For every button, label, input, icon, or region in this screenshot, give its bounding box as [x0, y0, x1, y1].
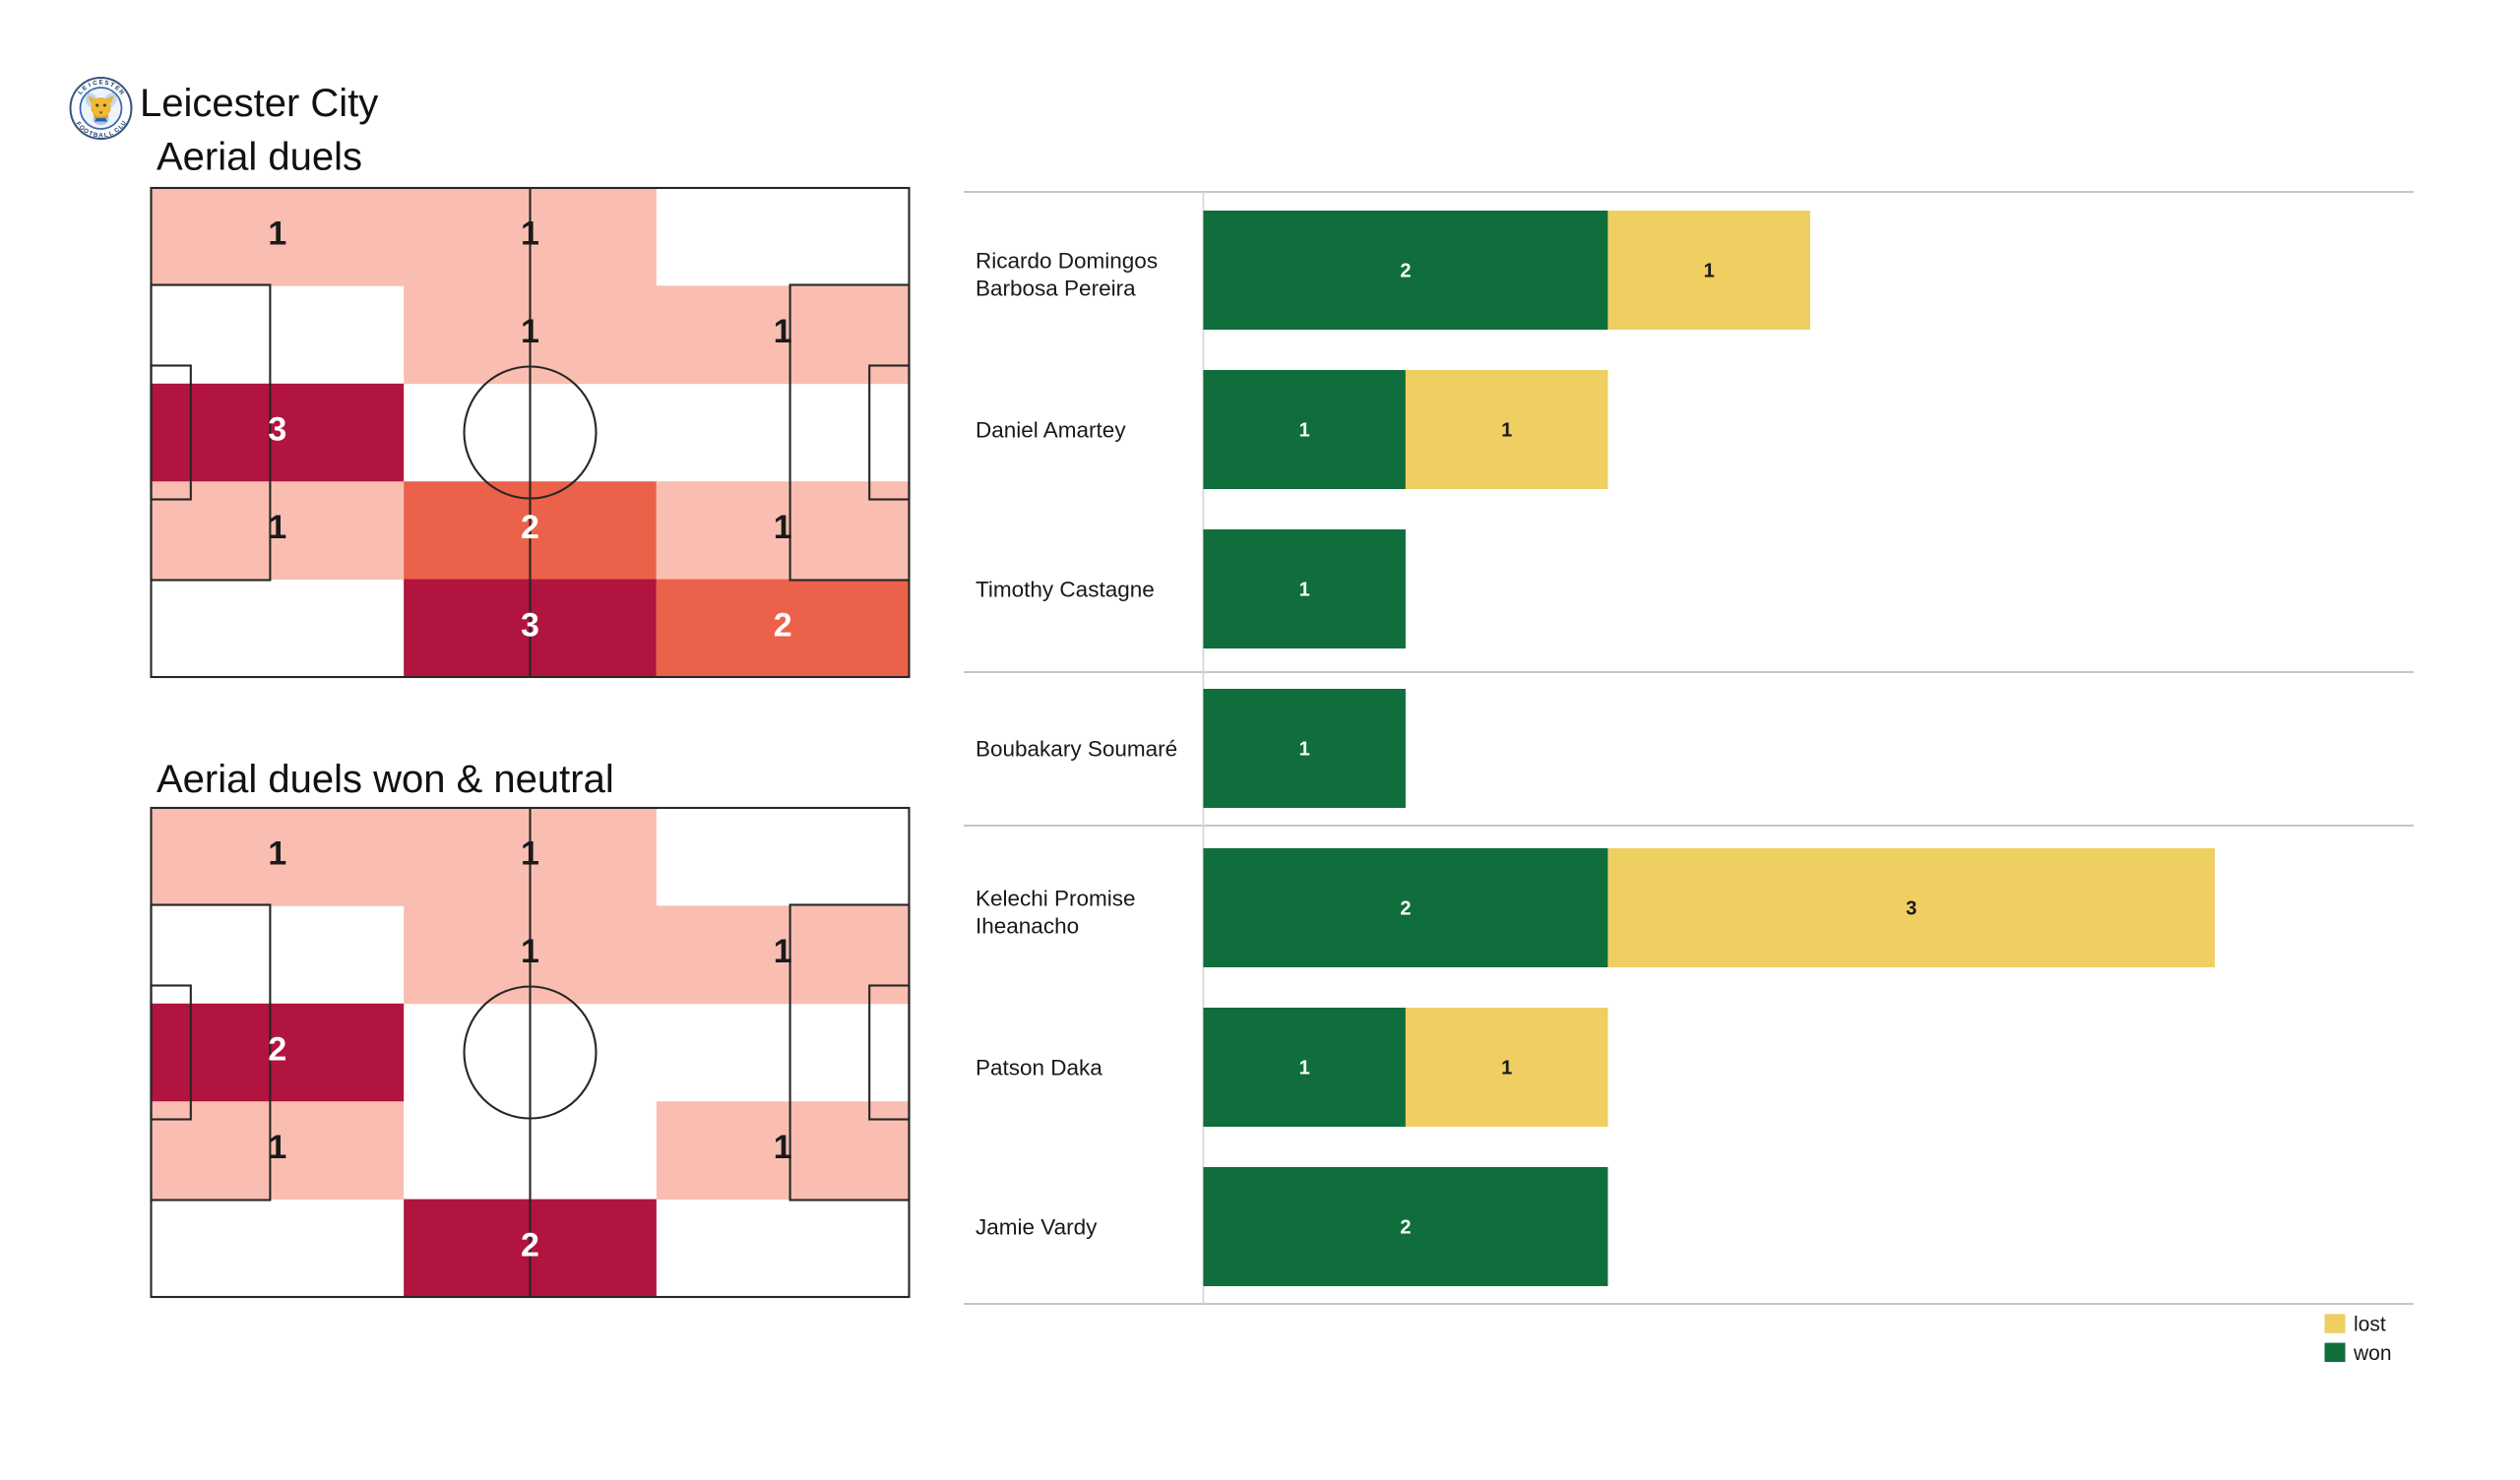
- svg-text:E: E: [81, 85, 89, 92]
- svg-text:Iheanacho: Iheanacho: [976, 914, 1079, 939]
- svg-text:1: 1: [268, 216, 286, 253]
- svg-text:L: L: [103, 132, 108, 140]
- svg-text:3: 3: [521, 606, 539, 644]
- svg-text:O: O: [78, 124, 86, 133]
- svg-text:O: O: [82, 127, 90, 136]
- svg-text:F: F: [75, 121, 83, 128]
- svg-text:2: 2: [774, 606, 792, 644]
- svg-text:1: 1: [774, 509, 792, 546]
- svg-text:Boubakary Soumaré: Boubakary Soumaré: [976, 737, 1177, 762]
- svg-text:1: 1: [521, 933, 539, 970]
- svg-text:C: C: [93, 80, 98, 88]
- svg-text:T: T: [88, 130, 94, 138]
- svg-text:Aerial duels won & neutral: Aerial duels won & neutral: [157, 758, 614, 801]
- svg-text:2: 2: [1400, 261, 1411, 282]
- svg-text:C: C: [113, 126, 121, 135]
- svg-text:1: 1: [1704, 261, 1715, 282]
- svg-text:1: 1: [268, 509, 286, 546]
- svg-text:2: 2: [1400, 898, 1411, 920]
- svg-text:1: 1: [268, 1129, 286, 1166]
- svg-text:1: 1: [1501, 420, 1512, 442]
- svg-text:1: 1: [1299, 420, 1310, 442]
- svg-text:L: L: [108, 130, 114, 138]
- svg-text:Timothy Castagne: Timothy Castagne: [976, 578, 1155, 602]
- svg-text:L: L: [77, 89, 85, 95]
- svg-text:1: 1: [521, 216, 539, 253]
- svg-text:2: 2: [268, 1031, 286, 1069]
- svg-text:1: 1: [521, 835, 539, 873]
- svg-text:won: won: [2353, 1342, 2392, 1365]
- svg-text:1: 1: [1299, 739, 1310, 761]
- svg-text:1: 1: [521, 313, 539, 350]
- svg-text:3: 3: [1906, 898, 1917, 920]
- svg-text:2: 2: [521, 1226, 539, 1264]
- svg-text:T: T: [109, 82, 116, 90]
- svg-text:U: U: [120, 119, 129, 127]
- svg-text:Jamie Vardy: Jamie Vardy: [976, 1215, 1098, 1240]
- svg-text:Leicester City: Leicester City: [140, 82, 378, 125]
- svg-text:1: 1: [1501, 1058, 1512, 1079]
- svg-text:1: 1: [1299, 580, 1310, 601]
- svg-text:B: B: [93, 132, 98, 140]
- svg-text:Kelechi Promise: Kelechi Promise: [976, 887, 1136, 911]
- svg-text:L: L: [117, 123, 125, 131]
- svg-text:Daniel Amartey: Daniel Amartey: [976, 418, 1126, 443]
- svg-text:E: E: [113, 85, 121, 92]
- svg-text:Aerial duels: Aerial duels: [157, 136, 362, 179]
- svg-text:1: 1: [774, 933, 792, 970]
- svg-text:I: I: [88, 82, 93, 89]
- svg-text:2: 2: [1400, 1217, 1411, 1239]
- svg-text:Patson Daka: Patson Daka: [976, 1056, 1102, 1080]
- svg-text:1: 1: [268, 835, 286, 873]
- svg-text:R: R: [117, 89, 126, 96]
- svg-text:1: 1: [1299, 1058, 1310, 1079]
- svg-text:2: 2: [521, 509, 539, 546]
- svg-text:1: 1: [774, 1129, 792, 1166]
- svg-text:E: E: [98, 80, 102, 87]
- svg-text:Barbosa Pereira: Barbosa Pereira: [976, 277, 1136, 301]
- svg-text:S: S: [104, 80, 110, 88]
- svg-text:A: A: [98, 133, 103, 140]
- svg-text:Ricardo Domingos: Ricardo Domingos: [976, 249, 1158, 274]
- svg-text:lost: lost: [2354, 1314, 2386, 1336]
- svg-text:1: 1: [774, 313, 792, 350]
- svg-text:3: 3: [268, 411, 286, 449]
